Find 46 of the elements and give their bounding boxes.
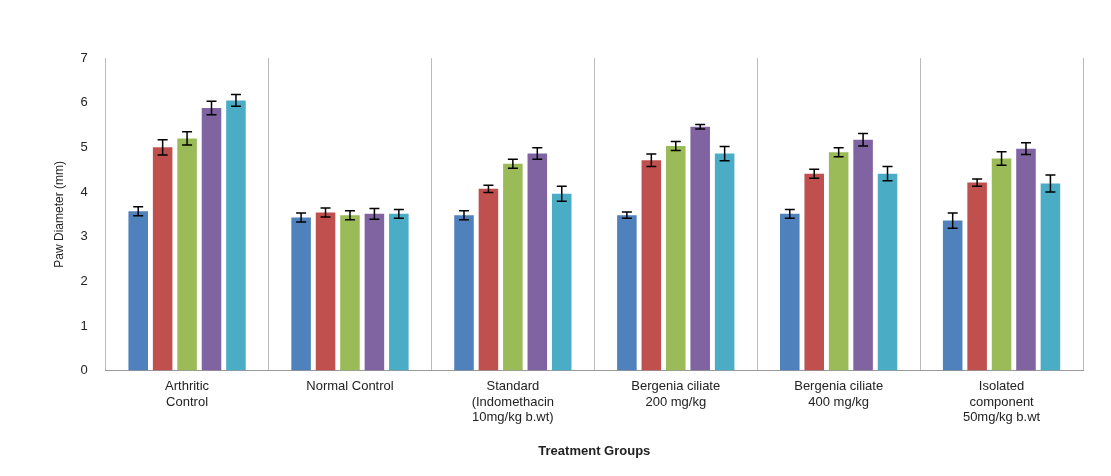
bar xyxy=(877,173,898,371)
bar xyxy=(551,193,572,371)
x-tick-label: Isolated component 50mg/kg b.wt xyxy=(962,377,1041,425)
bar xyxy=(991,158,1012,371)
y-tick-label: 4 xyxy=(80,183,88,199)
bar xyxy=(177,138,197,371)
bar xyxy=(853,139,873,371)
bar xyxy=(291,217,311,371)
bar xyxy=(1040,183,1061,371)
bar xyxy=(641,160,662,371)
bar xyxy=(454,215,474,371)
y-tick-label: 2 xyxy=(80,272,88,288)
bar xyxy=(1016,148,1036,371)
y-tick-label: 6 xyxy=(80,94,88,110)
y-tick-label: 3 xyxy=(80,228,88,244)
x-tick-label: Bergenia ciliate 200 mg/kg xyxy=(631,377,721,409)
bar xyxy=(665,145,686,371)
bar xyxy=(152,147,173,371)
bar xyxy=(804,173,824,371)
y-tick-label: 5 xyxy=(80,138,88,154)
bar xyxy=(967,182,987,371)
y-tick-label: 0 xyxy=(80,362,88,378)
bar xyxy=(714,153,735,371)
bar xyxy=(364,213,385,371)
y-tick-label: 1 xyxy=(80,317,88,333)
bar xyxy=(340,215,360,371)
bar xyxy=(128,211,148,371)
bar xyxy=(828,152,849,371)
bar xyxy=(503,163,523,371)
x-tick-label: Normal Control xyxy=(306,377,394,393)
x-tick-label: Bergenia ciliate 400 mg/kg xyxy=(794,377,884,409)
bar xyxy=(226,100,246,371)
bar xyxy=(527,153,548,371)
bar xyxy=(780,213,800,371)
x-axis-title: Treatment Groups xyxy=(538,442,651,458)
bar xyxy=(942,220,963,371)
bar xyxy=(389,213,409,371)
bar xyxy=(690,126,710,371)
x-tick-label: Arthritic Control xyxy=(165,377,210,409)
bar xyxy=(617,215,637,371)
bar xyxy=(201,108,222,371)
y-tick-label: 7 xyxy=(80,49,88,65)
y-axis-title: Paw Diameter (mm) xyxy=(51,160,66,268)
bar xyxy=(478,188,499,371)
x-tick-label: Standard (Indomethacin 10mg/kg b.wt) xyxy=(471,377,555,425)
bar xyxy=(315,212,336,371)
